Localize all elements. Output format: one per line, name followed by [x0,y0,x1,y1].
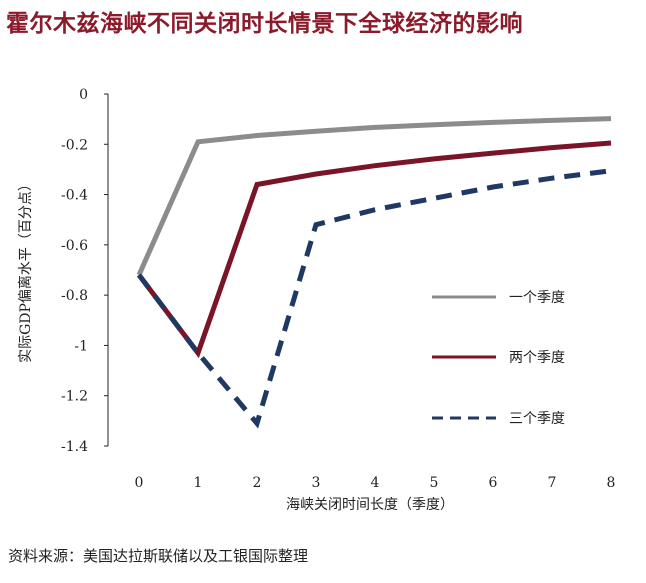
y-tick-label: -0.8 [61,288,88,304]
series-line-3 [137,168,612,429]
legend-label-1: 一个季度 [509,290,565,306]
x-tick-label: 5 [430,475,439,491]
legend-label-3: 三个季度 [509,411,565,427]
y-tick-label: -0.4 [61,188,88,204]
y-tick-label: -1.4 [61,439,88,455]
series-line-2 [137,140,612,359]
x-tick-label: 7 [548,475,557,491]
y-tick-label: -0.2 [61,137,88,153]
x-tick-label: 6 [489,475,498,491]
y-tick-label: -1 [74,338,88,354]
chart-title: 霍尔木兹海峡不同关闭时长情景下全球经济的影响 [6,10,523,37]
y-tick-label: -0.6 [61,238,88,254]
x-tick-label: 0 [135,475,144,491]
x-tick-label: 4 [371,475,380,491]
y-tick-label: 0 [79,87,88,103]
series-line-1 [136,116,612,277]
y-tick-label: -1.2 [61,389,88,405]
y-axis-label: 实际GDP偏离水平（百分点） [17,177,34,363]
x-tick-label: 2 [253,475,262,491]
x-tick-label: 8 [607,475,616,491]
x-tick-label: 3 [312,475,321,491]
x-tick-label: 1 [194,475,203,491]
axes-group: 0 -0.2 -0.4 -0.6 -0.8 -1 -1.2 -1.4 0 1 2 3 4 5 6 7 8 [61,87,615,491]
x-axis-label: 海峡关闭时间长度（季度） [286,497,454,513]
legend-label-2: 两个季度 [509,350,565,366]
series-lines-group [136,116,612,429]
source-note: 资料来源：美国达拉斯联储以及工银国际整理 [8,547,309,565]
